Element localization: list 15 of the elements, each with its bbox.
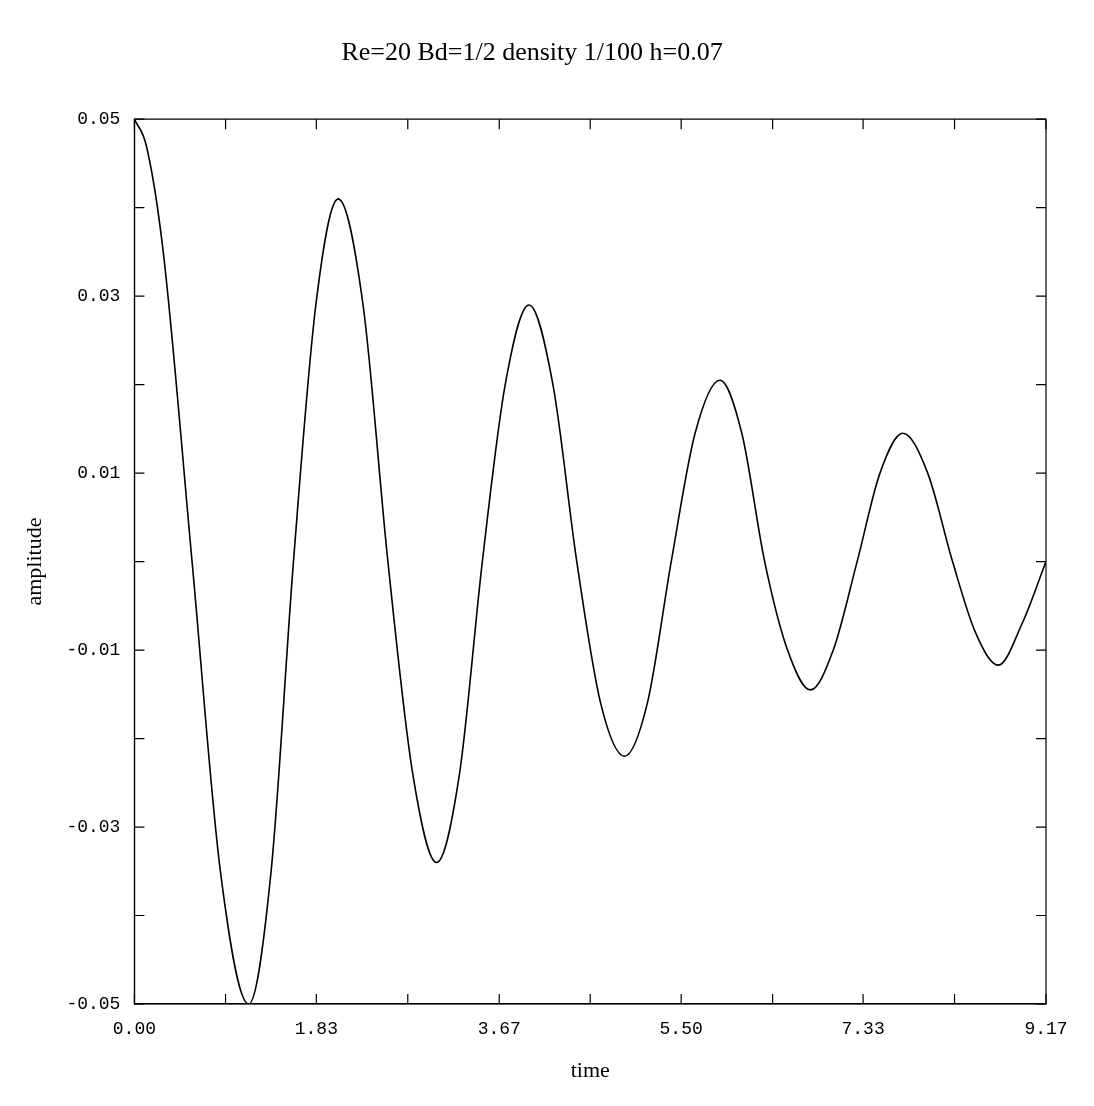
y-tick-label: 0.01 bbox=[77, 462, 121, 483]
x-tick-label: 0.00 bbox=[112, 1018, 157, 1039]
y-axis-title: amplitude bbox=[20, 517, 46, 606]
y-tick-label: -0.05 bbox=[66, 993, 121, 1014]
y-tick-label: 0.03 bbox=[77, 285, 121, 306]
x-tick-label: 1.83 bbox=[294, 1018, 338, 1039]
x-tick-label: 9.17 bbox=[1024, 1018, 1068, 1039]
x-tick-label: 3.67 bbox=[477, 1018, 521, 1039]
x-tick-label: 5.50 bbox=[659, 1018, 703, 1039]
y-tick-label: -0.01 bbox=[66, 639, 121, 660]
y-tick-label: -0.03 bbox=[66, 816, 121, 837]
y-tick-label: 0.05 bbox=[77, 108, 121, 129]
x-tick-label: 7.33 bbox=[841, 1018, 885, 1039]
x-axis-title: time bbox=[570, 1056, 610, 1082]
chart-title: Re=20 Bd=1/2 density 1/100 h=0.07 bbox=[341, 37, 723, 67]
